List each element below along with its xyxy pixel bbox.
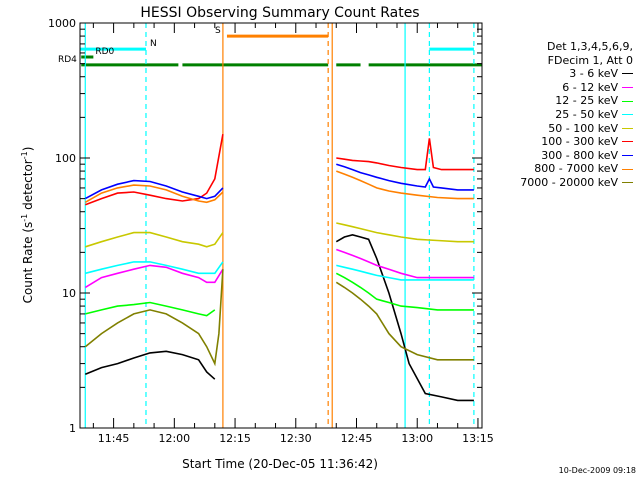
x-tick-label-5: 13:00 [401, 432, 433, 445]
plot-frame [79, 22, 483, 429]
series-line-5-1 [336, 138, 474, 171]
legend-item-label: 300 - 800 keV [541, 148, 618, 162]
y-axis-label-end: ) [21, 147, 35, 152]
legend-item-4: 50 - 100 keV [478, 122, 633, 136]
x-tick-label-1: 12:00 [158, 432, 190, 445]
axis-ticks [80, 23, 482, 429]
series-line-4-0 [85, 231, 224, 248]
legend-item-8: 7000 - 20000 keV [478, 176, 633, 190]
state-bars: N S RD0 RD4 [58, 26, 482, 67]
legend-items: 3 - 6 keV 6 - 12 keV 12 - 25 keV 25 - 50 ke… [478, 67, 633, 189]
legend-item-7: 800 - 7000 keV [478, 162, 633, 176]
x-tick-label-3: 12:30 [280, 432, 312, 445]
series-line-8-0 [84, 269, 224, 367]
y-tick-label-1: 10 [62, 287, 76, 300]
legend-swatch [622, 168, 633, 170]
legend-item-label: 50 - 100 keV [548, 121, 618, 135]
legend-item-6: 300 - 800 keV [478, 149, 633, 163]
footer-timestamp: 10-Dec-2009 09:18 [558, 466, 636, 475]
series-line-2-1 [335, 272, 474, 311]
series-line-7-0 [84, 184, 224, 204]
legend-swatch [622, 127, 633, 129]
legend-swatch [622, 182, 633, 184]
legend-header-text: FDecim 1, Att 0 [547, 53, 633, 67]
x-axis-label: Start Time (20-Dec-05 11:36:42) [182, 457, 378, 471]
legend-swatch [622, 100, 633, 102]
y-tick-label-3: 1000 [48, 17, 76, 30]
x-tick-label-0: 11:45 [98, 432, 130, 445]
legend-header-2: FDecim 1, Att 0 [478, 54, 633, 68]
legend-swatch [622, 73, 633, 75]
state-bar-label-s: S [215, 26, 221, 36]
legend-item-0: 3 - 6 keV [478, 67, 633, 81]
legend-item-label: 6 - 12 keV [562, 80, 618, 94]
legend-item-label: 12 - 25 keV [555, 94, 618, 108]
y-tick-label-2: 100 [55, 152, 76, 165]
series-line-4-1 [336, 222, 474, 243]
legend-header-1: Det 1,3,4,5,6,9, [478, 40, 633, 54]
series-group [84, 134, 474, 402]
vertical-markers [84, 23, 475, 428]
legend-header-text: Det 1,3,4,5,6,9, [546, 40, 633, 53]
legend-swatch [622, 155, 633, 157]
series-line-8-1 [335, 281, 474, 361]
series-line-6-0 [84, 179, 224, 200]
y-axis-label: Count Rate (s-1 detector-1) [20, 147, 35, 304]
y-axis-label-sup: -1 [20, 214, 29, 222]
axis-tick-labels: 1 10 100 1000 11:45 12:00 12:15 12:30 12:45 13:00… [48, 17, 494, 445]
series-line-3-0 [85, 261, 224, 275]
legend: Det 1,3,4,5,6,9, FDecim 1, Att 0 3 - 6 k… [478, 40, 633, 190]
chart-title: HESSI Observing Summary Count Rates [140, 5, 419, 21]
legend-item-label: 3 - 6 keV [569, 67, 618, 81]
series-line-1-1 [336, 248, 474, 279]
series-line-2-0 [85, 301, 216, 317]
legend-item-label: 800 - 7000 keV [534, 162, 618, 176]
y-tick-label-0: 1 [69, 422, 76, 435]
series-line-3-1 [336, 264, 474, 281]
state-bar-label-rd0: RD0 [95, 47, 114, 57]
x-tick-label-2: 12:15 [219, 432, 251, 445]
x-tick-label-4: 12:45 [341, 432, 373, 445]
legend-item-label: 100 - 300 keV [541, 135, 618, 149]
legend-item-label: 7000 - 20000 keV [520, 175, 618, 189]
x-tick-label-6: 13:15 [462, 432, 494, 445]
y-axis-label-sup2: -1 [20, 151, 29, 159]
series-line-0-1 [335, 233, 474, 402]
legend-item-label: 25 - 50 keV [555, 107, 618, 121]
y-axis-label-start: Count Rate (s [21, 222, 35, 304]
legend-swatch [622, 114, 633, 116]
series-line-5-0 [85, 134, 224, 206]
legend-item-1: 6 - 12 keV [478, 81, 633, 95]
legend-swatch [622, 141, 633, 143]
legend-item-5: 100 - 300 keV [478, 135, 633, 149]
series-line-0-0 [84, 350, 216, 380]
series-line-1-0 [84, 264, 224, 289]
state-bar-label-n: N [150, 39, 157, 49]
state-bar-label-rd4: RD4 [58, 55, 77, 65]
legend-swatch [622, 87, 633, 89]
y-axis-label-mid: detector [21, 159, 35, 214]
legend-item-3: 25 - 50 keV [478, 108, 633, 122]
series-line-7-1 [336, 170, 474, 200]
legend-item-2: 12 - 25 keV [478, 94, 633, 108]
series-line-6-1 [336, 163, 474, 191]
